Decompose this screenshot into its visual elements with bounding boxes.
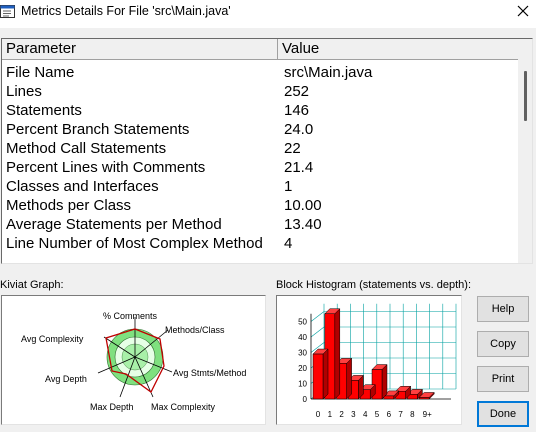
- title-bar: Metrics Details For File 'src\Main.java': [0, 0, 536, 28]
- y-tick-label: 40: [298, 333, 307, 342]
- table-row[interactable]: Statements 146: [2, 101, 518, 120]
- kiviat-graph-label: Kiviat Graph:: [0, 279, 64, 291]
- metrics-table[interactable]: Parameter Value File Name src\Main.java L…: [1, 38, 533, 264]
- kiviat-axis-label: Avg Stmts/Method: [173, 368, 246, 378]
- close-button[interactable]: [510, 0, 536, 26]
- kiviat-axis-label: Max Complexity: [151, 402, 216, 412]
- y-tick-label: 10: [298, 380, 307, 389]
- x-tick-label: 2: [339, 410, 344, 419]
- scrollbar-thumb[interactable]: [524, 71, 527, 121]
- copy-button[interactable]: Copy: [477, 331, 529, 357]
- parameter-cell: Percent Lines with Comments: [6, 159, 206, 176]
- value-cell: 10.00: [284, 197, 322, 214]
- block-histogram: 0 10 20 30 40 50 0 1 2 3 4 5 6 7 8 9+: [276, 295, 462, 425]
- parameter-cell: Statements: [6, 102, 82, 119]
- x-tick-label: 8: [410, 410, 415, 419]
- histogram-bar-side: [381, 363, 388, 400]
- grid-line: [310, 342, 325, 353]
- table-header: Parameter Value: [2, 39, 518, 60]
- column-header-value[interactable]: Value: [282, 40, 320, 57]
- value-cell: src\Main.java: [284, 64, 373, 81]
- table-row[interactable]: Method Call Statements 22: [2, 139, 518, 158]
- kiviat-axis-label: Avg Complexity: [21, 334, 84, 344]
- table-row[interactable]: Line Number of Most Complex Method 4: [2, 234, 518, 253]
- kiviat-axis-label: Methods/Class: [165, 325, 225, 335]
- parameter-cell: Percent Branch Statements: [6, 121, 190, 138]
- y-tick-label: 20: [298, 364, 307, 373]
- kiviat-graph: % Comments Methods/Class Avg Stmts/Metho…: [1, 295, 266, 425]
- value-cell: 252: [284, 83, 310, 100]
- print-button[interactable]: Print: [477, 366, 529, 392]
- help-button[interactable]: Help: [477, 296, 529, 322]
- x-tick-label: 6: [387, 410, 392, 419]
- table-row[interactable]: File Name src\Main.java: [2, 63, 518, 82]
- parameter-cell: Lines: [6, 83, 42, 100]
- x-tick-label: 5: [375, 410, 380, 419]
- table-row[interactable]: Percent Lines with Comments 21.4: [2, 158, 518, 177]
- kiviat-axis-label: Avg Depth: [45, 374, 87, 384]
- value-cell: 4: [284, 235, 293, 252]
- parameter-cell: File Name: [6, 64, 75, 81]
- histogram-bar: [418, 397, 430, 400]
- parameter-cell: Line Number of Most Complex Method: [6, 235, 263, 252]
- x-tick-label: 4: [363, 410, 368, 419]
- close-icon: [517, 4, 529, 22]
- done-button[interactable]: Done: [477, 401, 529, 427]
- histogram-bar: [383, 395, 395, 400]
- value-cell: 146: [284, 102, 310, 119]
- value-cell: 1: [284, 178, 293, 195]
- x-tick-label: 3: [351, 410, 356, 419]
- x-tick-label: 9+: [423, 410, 432, 419]
- table-row[interactable]: Methods per Class 10.00: [2, 196, 518, 215]
- table-row[interactable]: Percent Branch Statements 24.0: [2, 120, 518, 139]
- app-icon: [0, 4, 16, 20]
- histogram-bar: [371, 369, 383, 400]
- histogram-bar-side: [334, 308, 341, 400]
- parameter-cell: Method Call Statements: [6, 140, 167, 157]
- value-cell: 21.4: [284, 159, 314, 176]
- kiviat-axis-label: % Comments: [103, 311, 158, 321]
- y-tick-label: 0: [303, 395, 308, 404]
- value-cell: 24.0: [284, 121, 314, 138]
- table-row[interactable]: Lines 252: [2, 82, 518, 101]
- column-header-parameter[interactable]: Parameter: [2, 39, 278, 59]
- parameter-cell: Average Statements per Method: [6, 216, 222, 233]
- histogram-bar-side: [322, 348, 329, 400]
- value-cell: 22: [284, 140, 301, 157]
- table-row[interactable]: Average Statements per Method 13.40: [2, 215, 518, 234]
- parameter-cell: Classes and Interfaces: [6, 178, 159, 195]
- grid-line: [310, 311, 325, 322]
- histogram-bar-side: [346, 357, 352, 400]
- x-tick-label: 0: [316, 410, 321, 419]
- grid-line: [310, 326, 325, 338]
- x-tick-label: 1: [328, 410, 333, 419]
- y-tick-label: 30: [298, 349, 307, 358]
- parameter-cell: Methods per Class: [6, 197, 132, 214]
- table-row[interactable]: Classes and Interfaces 1: [2, 177, 518, 196]
- y-tick-label: 50: [298, 318, 307, 327]
- kiviat-axis-label: Max Depth: [90, 402, 134, 412]
- window-title: Metrics Details For File 'src\Main.java': [21, 4, 231, 18]
- histogram-label: Block Histogram (statements vs. depth):: [276, 279, 472, 291]
- x-tick-label: 7: [398, 410, 403, 419]
- value-cell: 13.40: [284, 216, 322, 233]
- histogram-bar: [312, 353, 324, 400]
- vertical-scrollbar[interactable]: [518, 39, 532, 263]
